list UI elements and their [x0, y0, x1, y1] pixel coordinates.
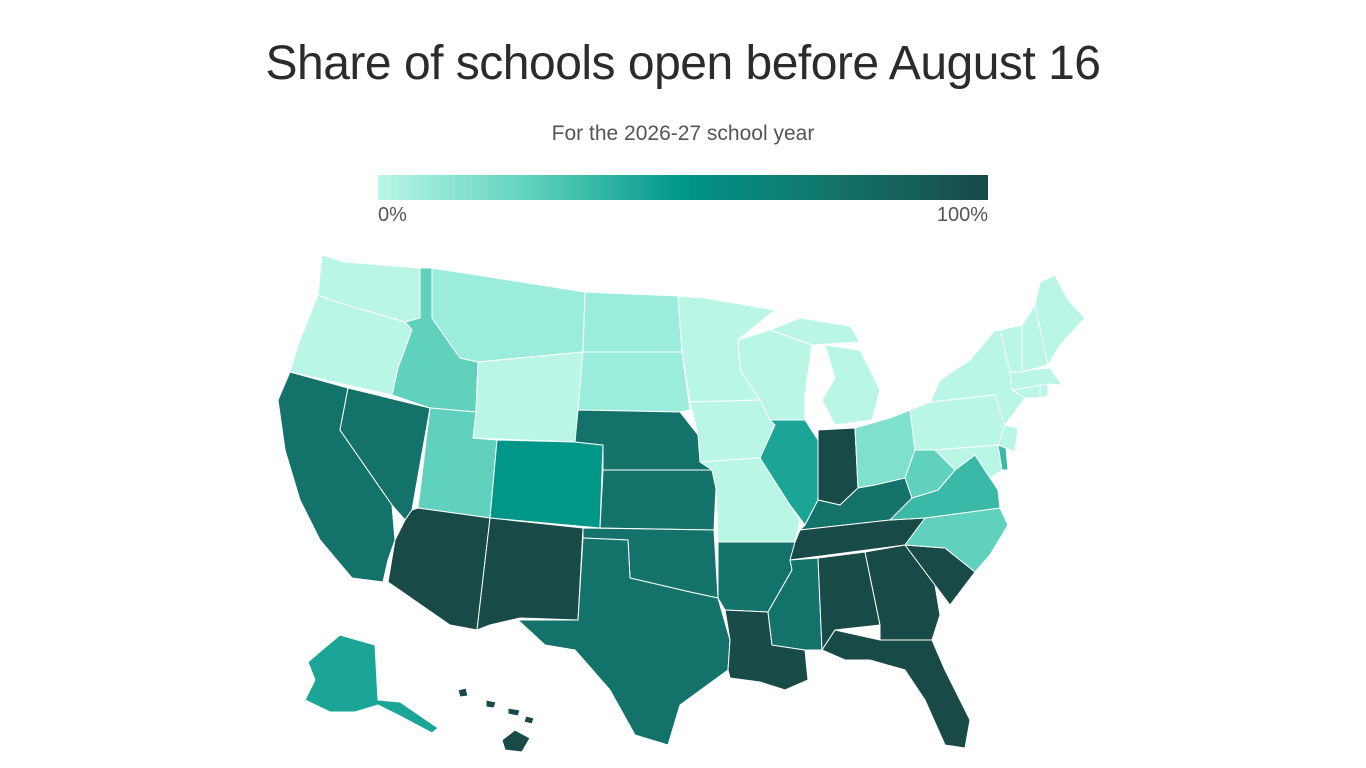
state-rhode-island[interactable] [1039, 383, 1049, 399]
state-michigan-up[interactable] [769, 317, 861, 346]
color-scale-bar [378, 175, 988, 200]
state-alaska[interactable] [304, 634, 439, 734]
state-wyoming[interactable] [472, 351, 584, 443]
state-new-jersey[interactable] [997, 424, 1019, 453]
state-alabama[interactable] [817, 551, 881, 651]
legend-min-label: 0% [378, 204, 407, 226]
state-north-dakota[interactable] [582, 291, 683, 353]
state-massachusetts[interactable] [1009, 367, 1063, 391]
chart-subtitle: For the 2026-27 school year [551, 122, 815, 145]
state-michigan[interactable] [821, 344, 881, 426]
state-montana[interactable] [431, 267, 586, 363]
state-colorado[interactable] [489, 439, 604, 529]
state-pennsylvania[interactable] [909, 394, 1006, 451]
state-maine[interactable] [1034, 274, 1086, 366]
state-florida[interactable] [821, 629, 971, 749]
state-south-dakota[interactable] [577, 351, 691, 413]
chart-title: Share of schools open before August 16 [265, 37, 1101, 90]
us-choropleth-map [277, 254, 1086, 753]
state-hawaii[interactable] [457, 687, 535, 753]
state-arizona[interactable] [387, 507, 491, 631]
state-kansas[interactable] [599, 469, 717, 531]
legend-max-label: 100% [936, 204, 988, 226]
state-texas[interactable] [517, 537, 731, 746]
state-new-mexico[interactable] [476, 517, 584, 631]
